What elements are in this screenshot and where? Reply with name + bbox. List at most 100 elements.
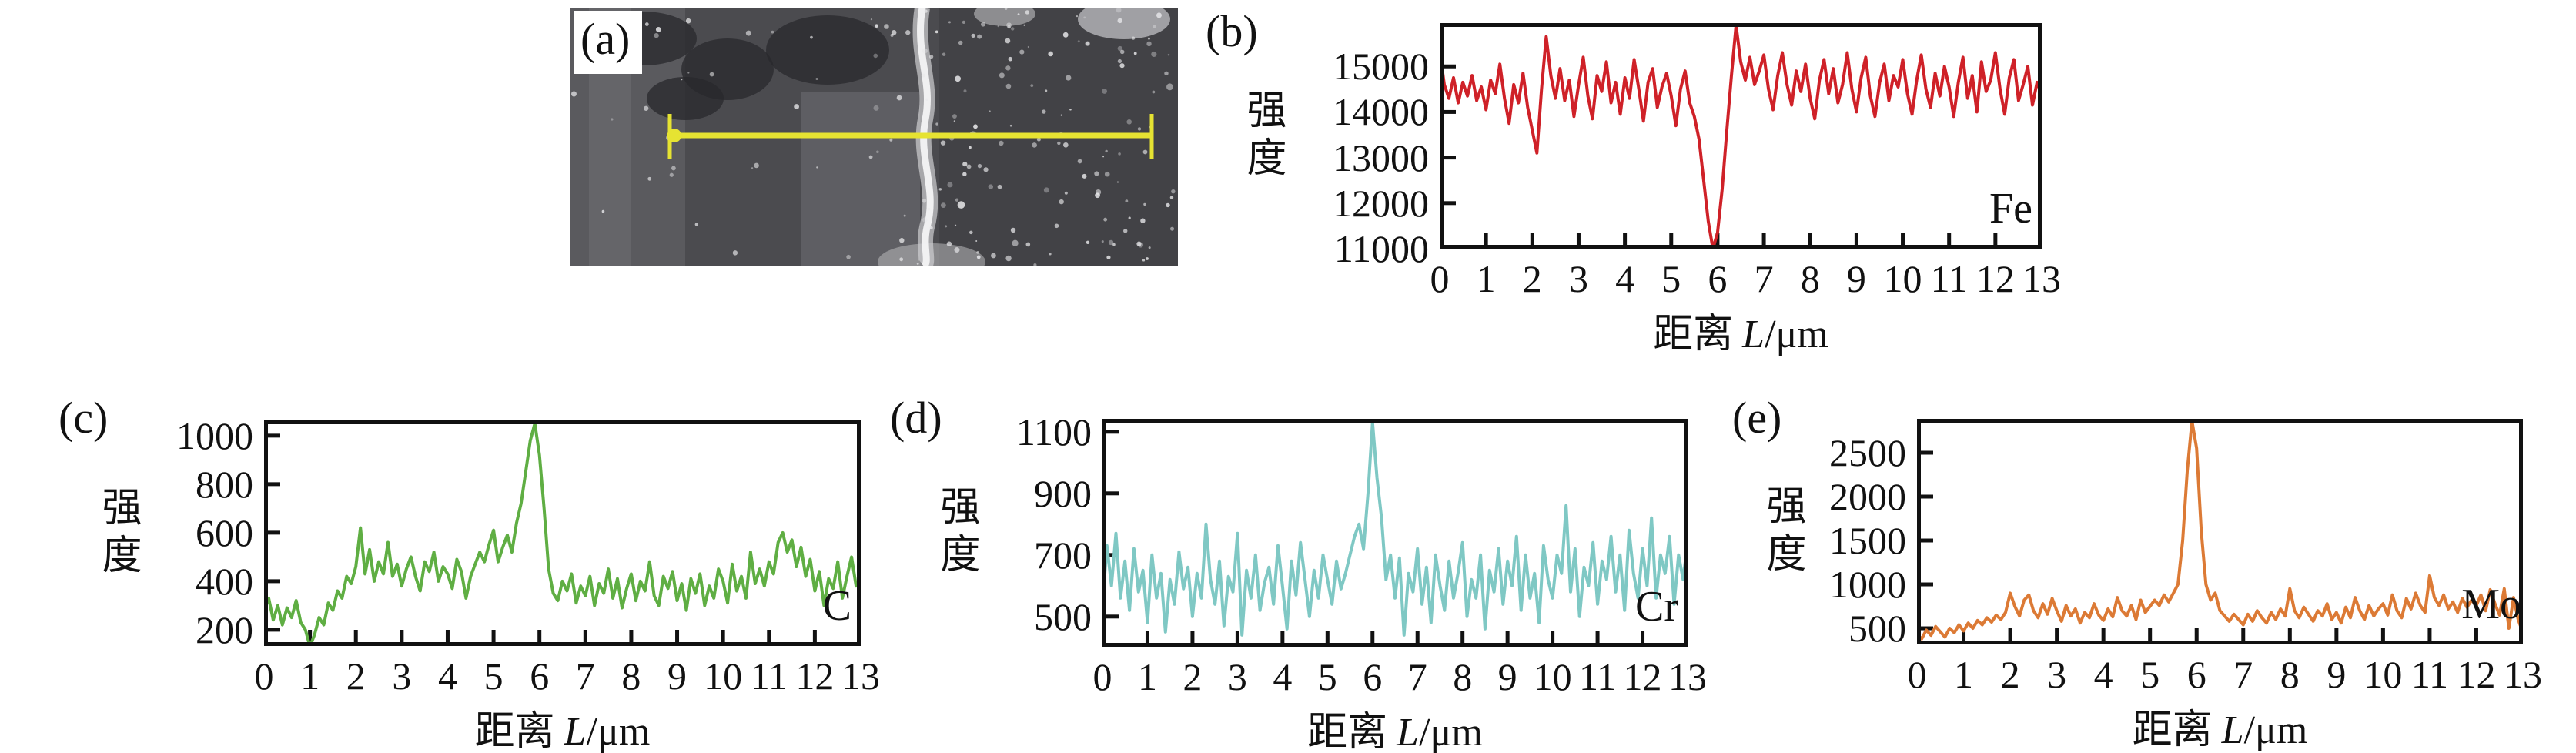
series-label-fe: Fe [1989, 185, 2032, 233]
x-tick-label: 2 [346, 654, 366, 698]
x-axis-title: 距离 L/μm [474, 710, 651, 753]
x-tick-label: 2 [2000, 653, 2020, 696]
x-tick-label: 10 [1533, 655, 1572, 698]
x-tick-label: 5 [483, 654, 503, 698]
x-tick-label: 11 [2410, 653, 2448, 696]
y-axis-label: 强度 [934, 485, 978, 581]
scan-line [667, 114, 1154, 159]
x-tick-label: 9 [2327, 653, 2347, 696]
panel-label-b: (b) [1206, 6, 1258, 56]
x-tick-label: 6 [1363, 655, 1383, 698]
x-tick-label: 13 [2504, 653, 2542, 696]
y-tick-label: 600 [196, 510, 253, 554]
x-tick-label: 11 [750, 654, 788, 698]
x-tick-label: 9 [667, 654, 687, 698]
x-tick-label: 11 [1578, 655, 1617, 698]
x-tick-label: 9 [1846, 257, 1866, 300]
x-tick-label: 0 [1092, 655, 1112, 698]
x-tick-label: 4 [2093, 653, 2113, 696]
series-label-cr: Cr [1635, 583, 1678, 631]
x-tick-label: 1 [1476, 257, 1496, 300]
x-tick-label: 0 [1907, 653, 1927, 696]
plot-area [1440, 23, 2042, 249]
x-tick-label: 8 [2280, 653, 2300, 696]
line-chart-cr: 强度 Cr 距离 L/μm 500 700 900 1100 0 1 2 3 4 5 6 7 8 9 10 11… [934, 413, 1707, 753]
y-tick-label: 1500 [1829, 519, 1906, 562]
y-tick-label: 14000 [1333, 90, 1429, 134]
y-axis-label: 强度 [1240, 88, 1284, 184]
x-tick-label: 13 [841, 654, 880, 698]
y-tick-label: 800 [196, 462, 253, 506]
x-tick-label: 3 [1227, 655, 1247, 698]
x-tick-label: 6 [1708, 257, 1728, 300]
x-tick-label: 3 [1568, 257, 1588, 300]
x-tick-label: 8 [1453, 655, 1473, 698]
line-chart-c: 强度 C 距离 L/μm 200 400 600 800 1000 0 1 2 3 4 5 6 7 8 9 10… [95, 417, 880, 752]
x-tick-label: 4 [1273, 655, 1293, 698]
x-tick-label: 2 [1183, 655, 1203, 698]
x-tick-label: 10 [704, 654, 743, 698]
x-tick-label: 10 [2364, 653, 2403, 696]
x-tick-label: 7 [2233, 653, 2253, 696]
y-tick-label: 700 [1034, 533, 1092, 577]
x-tick-label: 7 [1754, 257, 1774, 300]
series-label-c: C [822, 582, 851, 630]
plot-area [264, 420, 861, 646]
y-tick-label: 1000 [176, 413, 253, 457]
y-tick-label: 11000 [1333, 227, 1429, 270]
x-tick-label: 10 [1883, 257, 1922, 300]
x-tick-label: 8 [1800, 257, 1820, 300]
y-tick-label: 2500 [1829, 431, 1906, 474]
y-tick-label: 400 [196, 559, 253, 603]
panel-label-e: (e) [1732, 393, 1782, 443]
panel-label-a: (a) [574, 11, 643, 74]
x-tick-label: 2 [1522, 257, 1542, 300]
line-chart-mo: 强度 Mo 距离 L/μm 500 1000 1500 2000 2500 0 1 2 3 4 5 6 7… [1760, 419, 2542, 751]
panel-label-c: (c) [59, 393, 109, 443]
x-tick-label: 5 [2140, 653, 2160, 696]
x-tick-label: 0 [1430, 257, 1450, 300]
sem-micrograph [570, 8, 1178, 266]
y-tick-label: 15000 [1333, 45, 1429, 89]
sem-texture [570, 8, 1178, 266]
y-tick-label: 13000 [1333, 136, 1429, 179]
x-tick-label: 3 [2047, 653, 2067, 696]
y-tick-label: 900 [1034, 471, 1092, 515]
plot-area [1102, 419, 1688, 647]
x-tick-label: 12 [1975, 257, 2015, 300]
y-tick-label: 500 [1034, 594, 1092, 638]
x-tick-label: 1 [300, 654, 320, 698]
x-tick-label: 12 [1623, 655, 1662, 698]
x-axis-title: 距离 L/μm [2132, 708, 2308, 752]
panel-label-d: (d) [890, 393, 942, 443]
x-tick-label: 7 [1407, 655, 1427, 698]
x-tick-label: 6 [530, 654, 550, 698]
x-tick-label: 0 [254, 654, 274, 698]
x-tick-label: 4 [437, 654, 457, 698]
y-tick-label: 2000 [1829, 475, 1906, 518]
x-tick-label: 7 [575, 654, 595, 698]
x-tick-label: 5 [1317, 655, 1337, 698]
x-tick-label: 12 [795, 654, 835, 698]
y-axis-label: 强度 [1760, 484, 1804, 580]
y-tick-label: 1100 [1015, 410, 1092, 453]
x-tick-label: 13 [1668, 655, 1707, 698]
x-tick-label: 9 [1497, 655, 1517, 698]
x-tick-label: 11 [1930, 257, 1968, 300]
x-tick-label: 1 [1954, 653, 1974, 696]
x-axis-title: 距离 L/μm [1653, 313, 1828, 356]
series-label-mo: Mo [2461, 581, 2521, 628]
x-tick-label: 12 [2457, 653, 2496, 696]
plot-area [1917, 419, 2523, 644]
x-tick-label: 1 [1137, 655, 1157, 698]
y-tick-label: 500 [1848, 607, 1906, 651]
x-tick-label: 4 [1615, 257, 1635, 300]
y-tick-label: 200 [196, 607, 253, 651]
line-chart-fe: 强度 Fe 距离 L/μm 11000 12000 13000 14000 15000 0 1… [1240, 23, 2061, 355]
x-tick-label: 8 [621, 654, 641, 698]
x-tick-label: 3 [392, 654, 412, 698]
y-tick-label: 1000 [1829, 563, 1906, 607]
x-axis-title: 距离 L/μm [1307, 711, 1483, 753]
x-tick-label: 6 [2186, 653, 2206, 696]
